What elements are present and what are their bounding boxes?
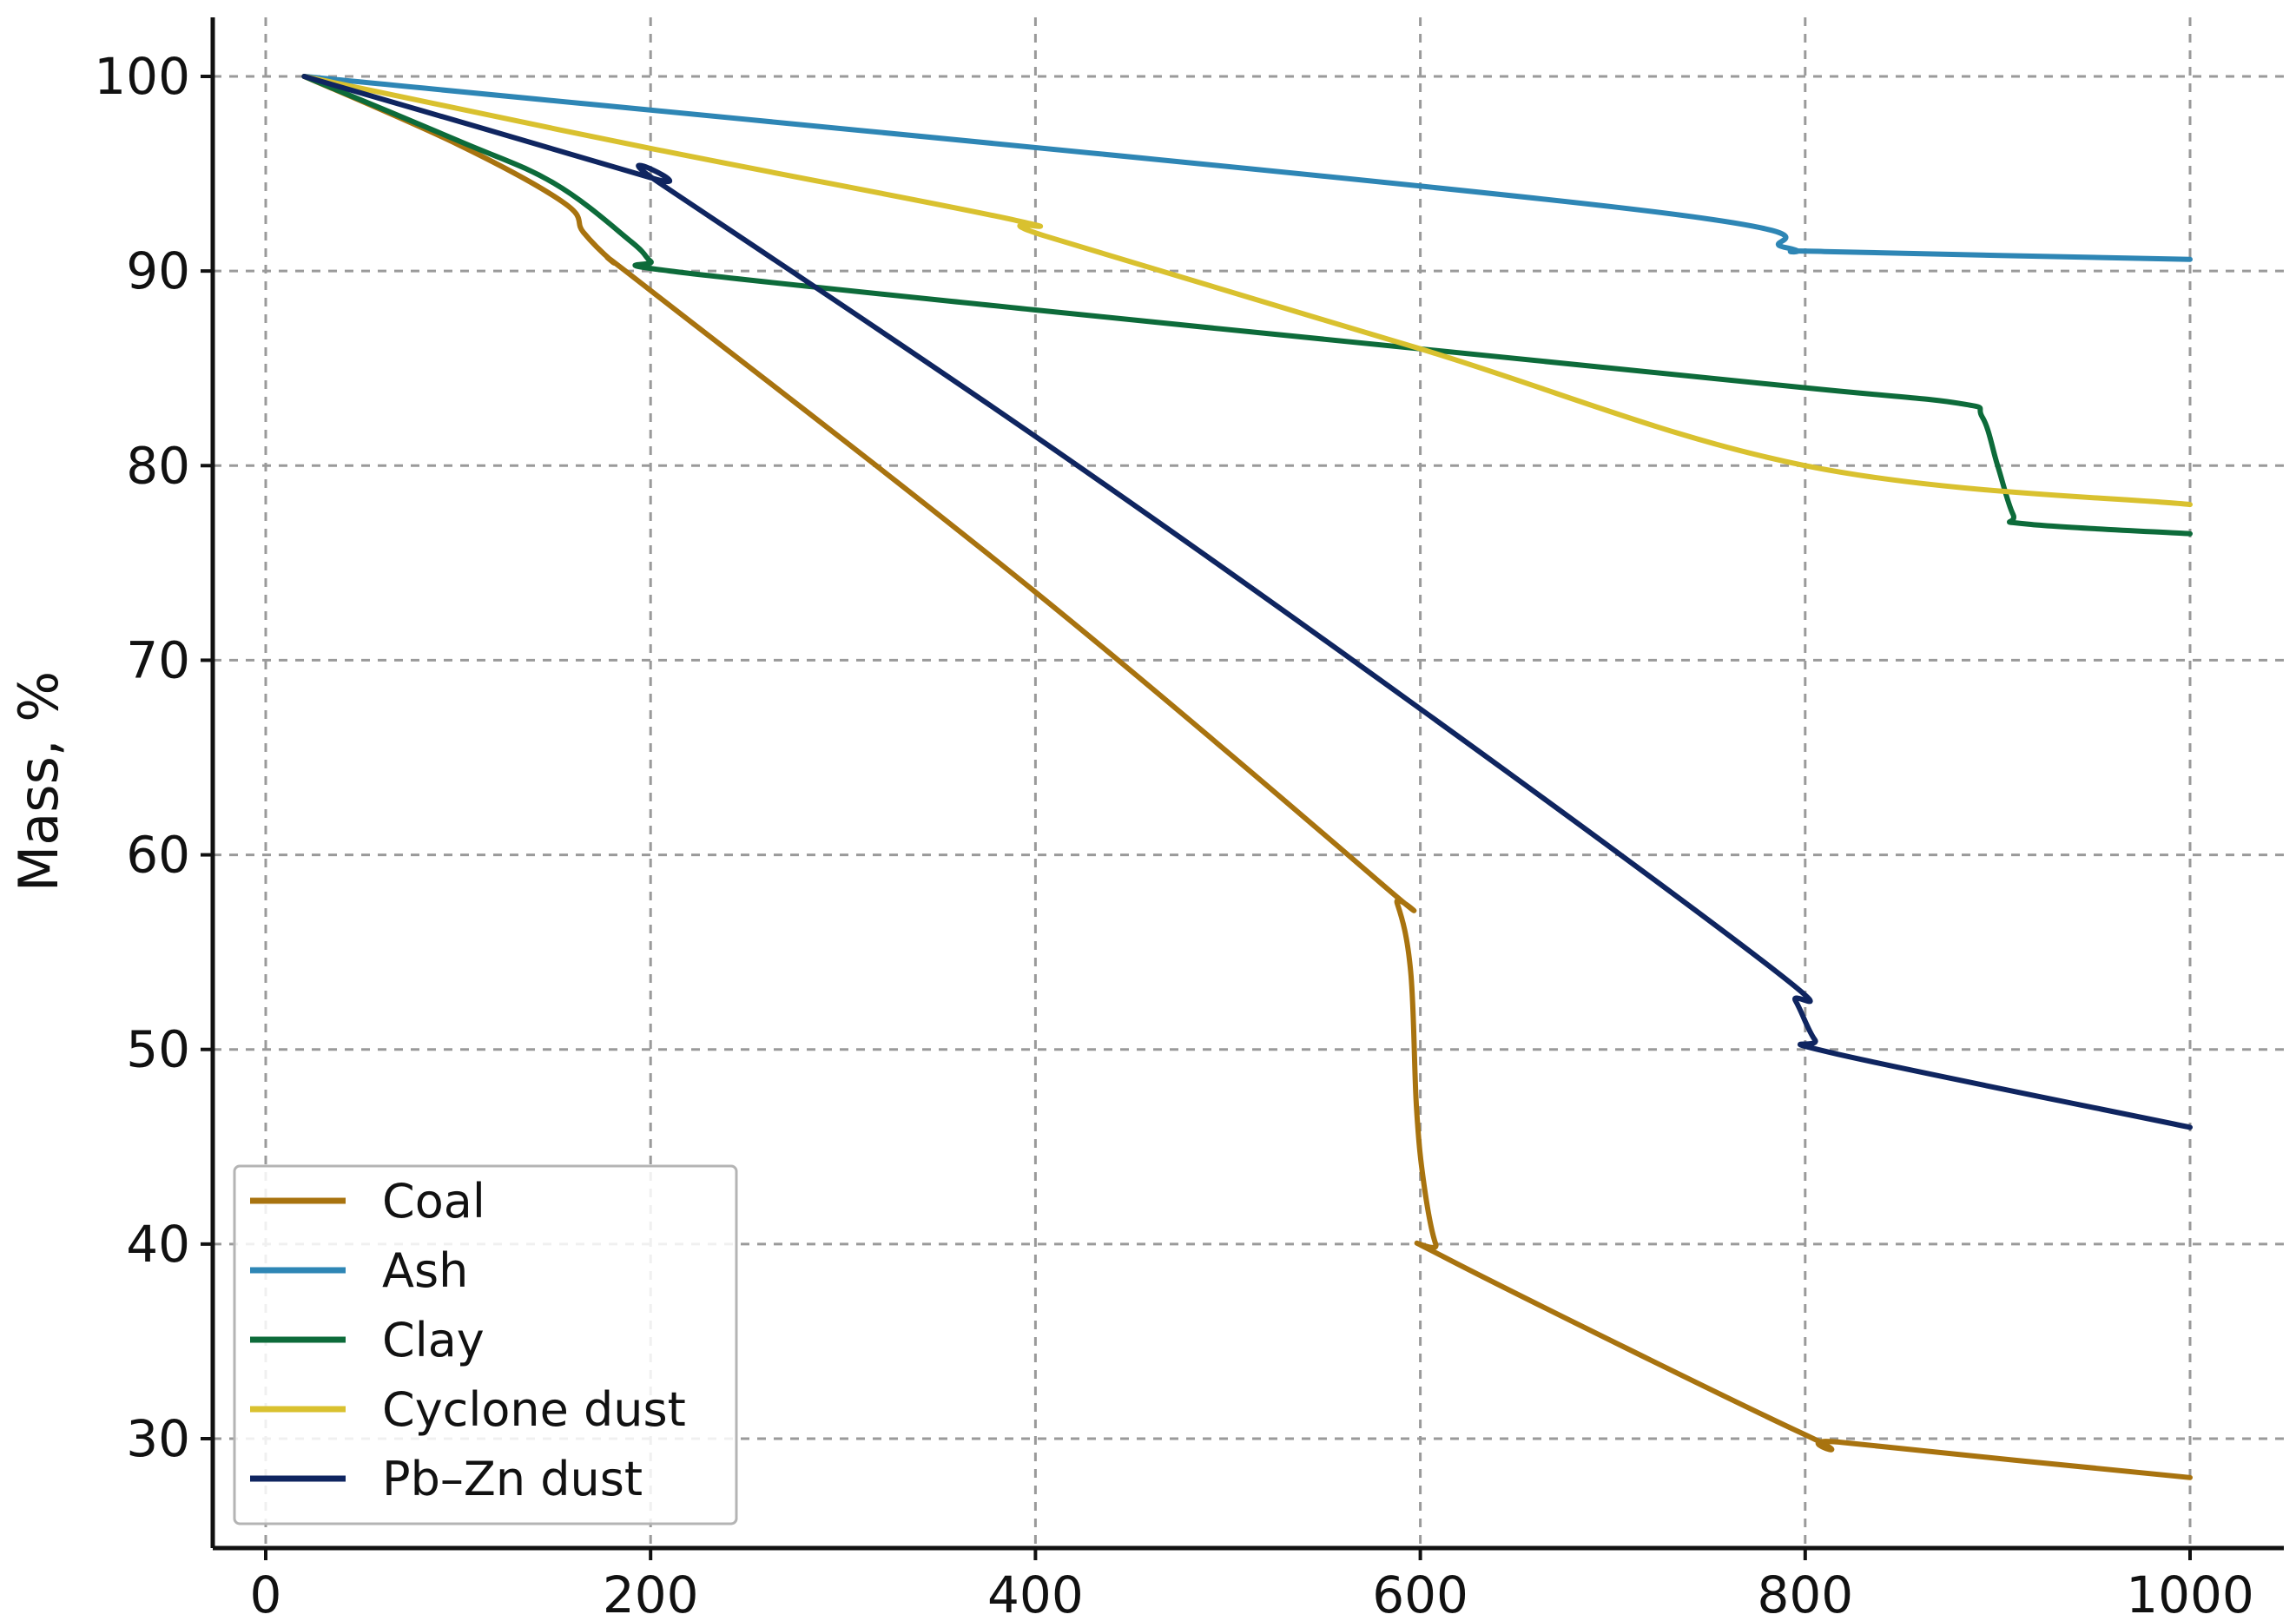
x-tick-label: 200 <box>603 1565 699 1621</box>
legend: Coal Ash Clay Cyclone dust Pb–Zn dust <box>233 1164 738 1525</box>
x-tick-label: 400 <box>987 1565 1084 1621</box>
y-tick-label: 30 <box>126 1409 190 1468</box>
y-tick-label: 60 <box>126 826 190 885</box>
y-tick-label: 90 <box>126 241 190 300</box>
tick-labels: 0 200 400 600 800 1000 30 40 50 60 70 80 90 100 <box>94 47 2254 1621</box>
series-line-coal <box>301 74 2193 1480</box>
legend-label-ash: Ash <box>382 1243 468 1298</box>
y-tick-label: 40 <box>126 1215 190 1274</box>
series-line-ash <box>301 74 2193 262</box>
series-line-cyclone-dust <box>301 74 2193 508</box>
legend-label-pb-zn-dust: Pb–Zn dust <box>382 1452 643 1506</box>
series-line-clay <box>301 74 2193 537</box>
legend-box <box>233 1164 738 1525</box>
y-tick-label: 100 <box>94 47 190 106</box>
legend-label-cyclone-dust: Cyclone dust <box>382 1382 686 1437</box>
x-tick-label: 600 <box>1372 1565 1468 1621</box>
x-tick-label: 800 <box>1757 1565 1853 1621</box>
legend-label-clay: Clay <box>382 1313 485 1367</box>
y-tick-label: 80 <box>126 436 190 495</box>
x-tick-label: 1000 <box>2126 1565 2254 1621</box>
series-line-pb-zn-dust <box>301 74 2193 1130</box>
y-tick-label: 50 <box>126 1020 190 1079</box>
legend-label-coal: Coal <box>382 1174 485 1229</box>
y-axis-title: Mass, % <box>7 671 70 892</box>
series-lines <box>301 74 2193 1480</box>
y-tick-label: 70 <box>126 630 190 689</box>
x-tick-label: 0 <box>250 1565 282 1621</box>
